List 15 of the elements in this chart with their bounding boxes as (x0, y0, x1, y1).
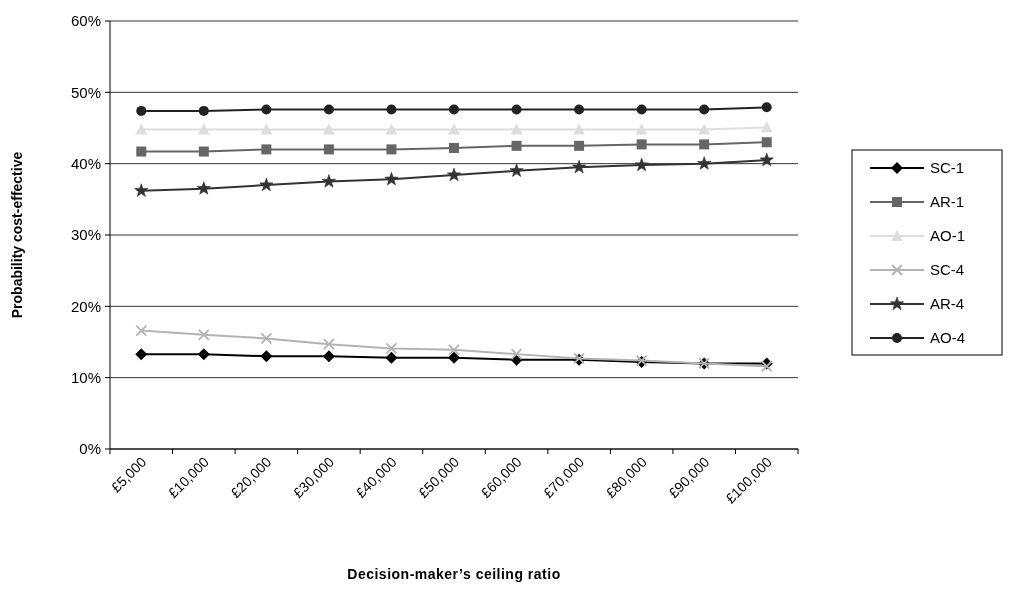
y-tick-label: 10% (70, 368, 101, 386)
y-tick-label: 0% (79, 440, 101, 458)
legend-label: AR-4 (930, 295, 965, 313)
legend-label: SC-4 (930, 261, 965, 279)
legend-label: SC-1 (930, 159, 965, 177)
y-tick-label: 20% (70, 297, 101, 315)
y-tick-label: 40% (70, 154, 101, 172)
legend-label: AO-1 (930, 227, 966, 245)
y-tick-label: 60% (70, 12, 101, 30)
y-tick-label: 50% (70, 83, 101, 101)
y-axis-title: Probability cost-effective (9, 151, 25, 319)
x-axis-title: Decision-maker’s ceiling ratio (347, 566, 561, 582)
legend-label: AR-1 (930, 193, 965, 211)
legend-label: AO-4 (930, 329, 966, 347)
y-tick-label: 30% (70, 226, 101, 244)
